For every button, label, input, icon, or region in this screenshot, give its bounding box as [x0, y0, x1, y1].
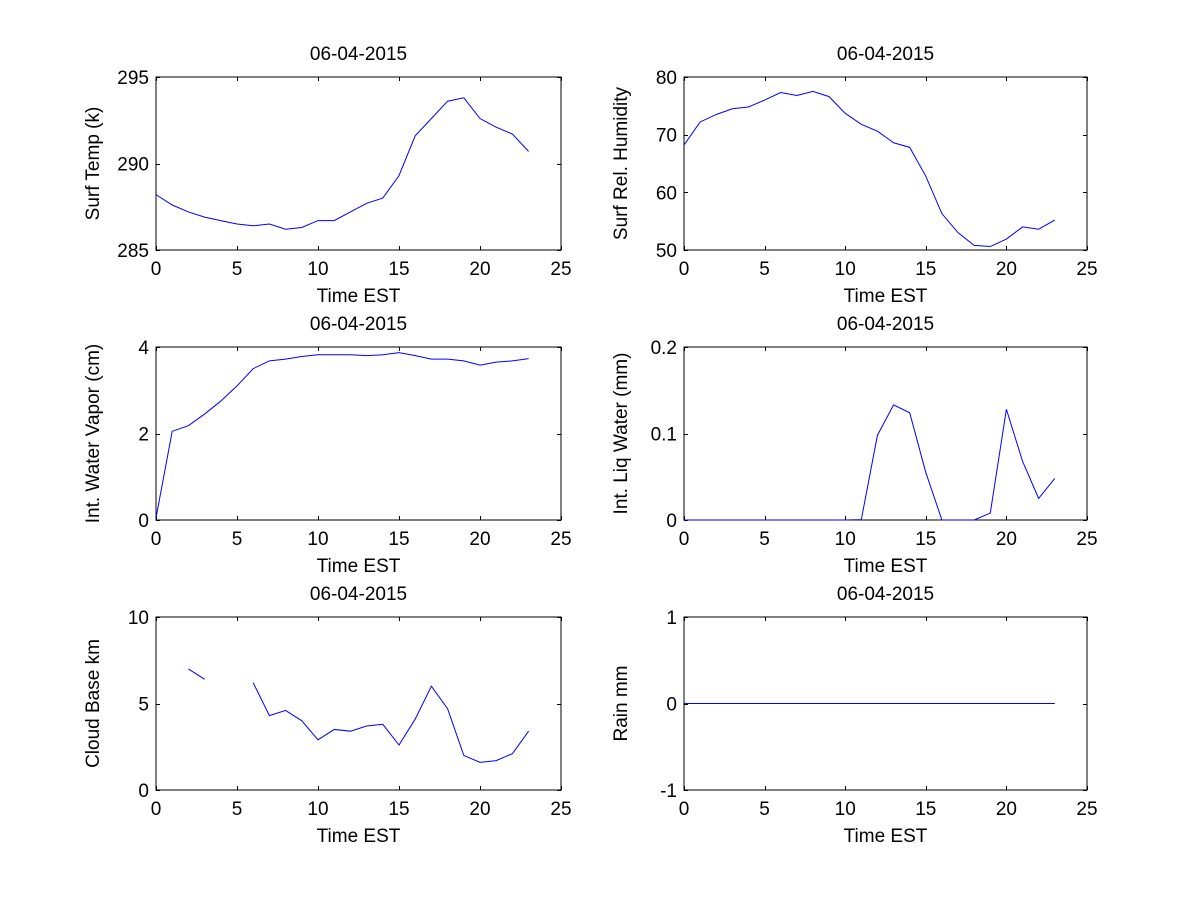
x-tick-label: 20 — [996, 799, 1017, 820]
x-tick-label: 5 — [759, 799, 770, 820]
subplot-4: 0 5 10 15 20 25 0 0.1 0.2 06-04-2015 Time EST Int. … — [611, 314, 1098, 577]
x-axis-label: Time EST — [317, 826, 401, 847]
x-tick-label: 0 — [679, 259, 690, 280]
subplot-1: 0 5 10 15 20 25 285 290 295 06-04-2015 Time EST Sur… — [83, 44, 572, 307]
y-tick-label: 0.2 — [651, 338, 677, 359]
y-tick-label: 0 — [666, 511, 677, 532]
plot-area-frame — [683, 346, 1088, 521]
x-tick-label: 10 — [835, 259, 856, 280]
x-tick-label: 10 — [307, 799, 328, 820]
y-tick-label: 295 — [117, 68, 149, 89]
x-tick-label: 20 — [469, 799, 490, 820]
series-line — [252, 682, 530, 763]
y-tick-label: 0.1 — [651, 425, 677, 446]
x-axis-label: Time EST — [844, 556, 928, 577]
x-tick-label: 0 — [151, 799, 162, 820]
x-tick-label: 15 — [388, 259, 409, 280]
subplot-title: 06-04-2015 — [837, 314, 934, 335]
y-axis-label: Cloud Base km — [83, 639, 104, 768]
y-axis-label: Rain mm — [611, 665, 632, 741]
x-tick-label: 20 — [469, 529, 490, 550]
y-tick-label: 60 — [656, 183, 677, 204]
x-tick-label: 25 — [1076, 799, 1097, 820]
series-line — [155, 352, 529, 518]
x-tick-label: 15 — [915, 799, 936, 820]
subplot-3: 0 5 10 15 20 25 0 2 4 06-04-2015 Time EST Int. Wate… — [83, 314, 572, 577]
y-tick-label: 5 — [138, 695, 149, 716]
x-tick-label: 25 — [550, 529, 571, 550]
y-tick-label: 290 — [117, 155, 149, 176]
x-axis-label: Time EST — [317, 286, 401, 307]
plot-area-frame — [155, 76, 562, 251]
subplot-2: 0 5 10 15 20 25 50 60 70 80 06-04-2015 Time EST Surf… — [611, 44, 1098, 307]
x-tick-label: 0 — [151, 529, 162, 550]
x-tick-label: 5 — [232, 259, 243, 280]
y-tick-label: 10 — [128, 608, 149, 629]
series-line — [684, 404, 1056, 521]
x-tick-label: 25 — [550, 799, 571, 820]
x-tick-label: 20 — [996, 529, 1017, 550]
x-tick-label: 5 — [232, 529, 243, 550]
subplot-title: 06-04-2015 — [837, 44, 934, 65]
x-axis-label: Time EST — [844, 286, 928, 307]
x-tick-label: 15 — [388, 799, 409, 820]
x-tick-label: 0 — [151, 259, 162, 280]
x-tick-label: 15 — [388, 529, 409, 550]
x-tick-label: 25 — [1076, 259, 1097, 280]
series-line — [683, 90, 1056, 248]
x-tick-label: 25 — [550, 259, 571, 280]
x-tick-label: 5 — [759, 529, 770, 550]
x-tick-label: 0 — [679, 799, 690, 820]
y-axis-label: Int. Water Vapor (cm) — [83, 344, 104, 523]
y-tick-label: 80 — [656, 68, 677, 89]
x-tick-label: 5 — [232, 799, 243, 820]
x-tick-label: 5 — [759, 259, 770, 280]
plot-area-frame — [683, 76, 1088, 251]
x-tick-label: 10 — [307, 259, 328, 280]
y-tick-label: 0 — [666, 695, 677, 716]
plot-area-frame — [155, 346, 562, 521]
subplot-5: 0 5 10 15 20 25 0 5 10 06-04-2015 Time EST Cloud Ba… — [83, 584, 572, 847]
y-tick-label: -1 — [660, 781, 677, 802]
y-tick-label: 4 — [138, 338, 149, 359]
y-tick-label: 285 — [117, 241, 149, 262]
y-tick-label: 0 — [138, 781, 149, 802]
x-tick-label: 10 — [307, 529, 328, 550]
subplot-title: 06-04-2015 — [310, 44, 407, 65]
y-axis-label: Surf Rel. Humidity — [611, 86, 632, 240]
x-tick-label: 25 — [1076, 529, 1097, 550]
x-tick-label: 20 — [469, 259, 490, 280]
x-tick-label: 20 — [996, 259, 1017, 280]
y-tick-label: 0 — [138, 511, 149, 532]
y-tick-label: 1 — [666, 608, 677, 629]
x-tick-label: 15 — [915, 529, 936, 550]
series-line — [188, 668, 205, 680]
x-tick-label: 0 — [679, 529, 690, 550]
y-tick-label: 70 — [656, 126, 677, 147]
x-tick-label: 10 — [835, 799, 856, 820]
series-line — [155, 97, 529, 230]
x-axis-label: Time EST — [844, 826, 928, 847]
y-axis-label: Surf Temp (k) — [83, 107, 104, 221]
y-tick-label: 2 — [138, 425, 149, 446]
y-tick-label: 50 — [656, 241, 677, 262]
subplot-title: 06-04-2015 — [310, 584, 407, 605]
subplot-title: 06-04-2015 — [310, 314, 407, 335]
y-axis-label: Int. Liq Water (mm) — [611, 353, 632, 515]
subplot-title: 06-04-2015 — [837, 584, 934, 605]
x-tick-label: 10 — [835, 529, 856, 550]
x-axis-label: Time EST — [317, 556, 401, 577]
plot-area-frame — [155, 616, 562, 791]
x-tick-label: 15 — [915, 259, 936, 280]
